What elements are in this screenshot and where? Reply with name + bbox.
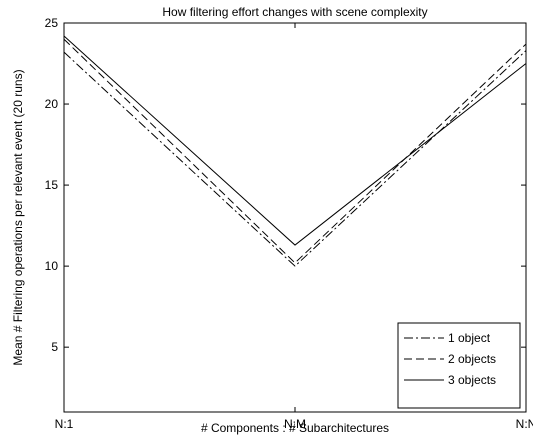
series-line-3	[63, 35, 527, 246]
y-tick-label: 10	[45, 259, 59, 273]
series-line-1	[63, 50, 527, 267]
y-tick-label: 20	[45, 97, 59, 111]
legend-box	[397, 322, 521, 409]
legend-label-2: 2 objects	[448, 352, 496, 366]
x-tick-label: N:M	[284, 417, 306, 431]
plot-area: 5 10 15 20 25 N:1 N:M N:N	[45, 16, 533, 431]
y-axis-label: Mean # Filtering operations per relevant…	[11, 69, 25, 365]
x-tick-label: N:1	[55, 417, 74, 431]
x-tick-label: N:N	[516, 417, 533, 431]
y-tick-label: 25	[45, 16, 59, 30]
legend: 1 object 2 objects 3 objects	[397, 322, 521, 409]
series-line-2	[63, 38, 527, 264]
x-axis-label: # Components : # Subarchitectures	[201, 421, 389, 435]
legend-label-3: 3 objects	[448, 373, 496, 387]
y-tick-label: 15	[45, 178, 59, 192]
chart-title: How filtering effort changes with scene …	[162, 5, 427, 19]
y-tick-label: 5	[51, 340, 58, 354]
legend-label-1: 1 object	[448, 331, 491, 345]
